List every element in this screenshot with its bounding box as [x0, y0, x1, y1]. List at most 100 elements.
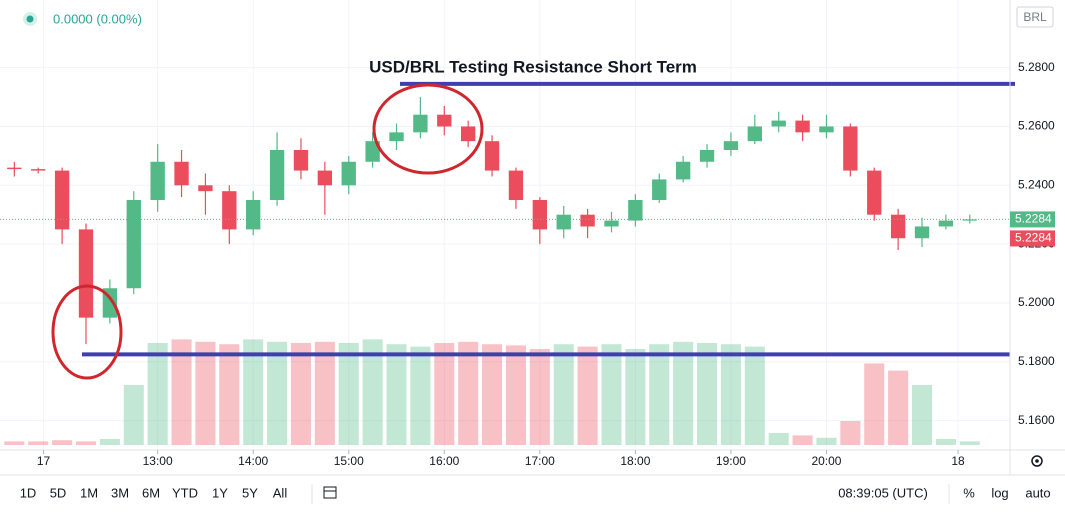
volume-bar [673, 341, 694, 445]
candle-body [604, 220, 619, 227]
volume-bar [290, 343, 311, 445]
candle-body [962, 219, 977, 221]
candle-body [819, 126, 834, 133]
volume-bar [649, 344, 670, 445]
scale-option[interactable]: % [963, 485, 975, 500]
price-tag-label: 5.2284 [1015, 231, 1052, 245]
range-button[interactable]: 1Y [212, 485, 228, 500]
candle-body [747, 126, 762, 142]
range-button[interactable]: All [273, 485, 288, 500]
price-tag [1010, 230, 1055, 247]
volume-bar [362, 339, 383, 445]
compare-icon[interactable] [323, 486, 337, 499]
candle-body [652, 179, 667, 200]
volume-bar [434, 343, 455, 445]
x-tick-label: 20:00 [811, 454, 841, 468]
volume-bar [768, 433, 789, 445]
x-tick-label: 15:00 [334, 454, 364, 468]
candle-body [341, 161, 356, 186]
range-button[interactable]: 1M [80, 485, 98, 500]
volume-bar [171, 339, 192, 445]
icon-part[interactable] [1031, 455, 1043, 467]
volume-bar [147, 343, 168, 445]
highlight-ellipse [372, 83, 484, 175]
volume-bar [625, 349, 646, 445]
range-button[interactable]: 5Y [242, 485, 258, 500]
volume-bar [553, 344, 574, 445]
volume-bar [577, 346, 598, 445]
volume-bar [529, 349, 550, 445]
range-button[interactable]: 6M [142, 485, 160, 500]
currency-box[interactable] [1016, 6, 1054, 28]
volume-bar [840, 421, 861, 445]
volume-bar [935, 439, 956, 445]
currency[interactable]: BRL [1023, 10, 1047, 24]
candle-body [365, 141, 380, 162]
scale-option[interactable]: auto [1025, 485, 1050, 500]
x-tick-label: 17:00 [525, 454, 555, 468]
candle-body [628, 200, 643, 221]
y-tick-label: 5.2000 [1018, 295, 1055, 309]
icon-part[interactable] [1035, 459, 1039, 463]
volume-bar [697, 343, 718, 445]
range-button[interactable]: YTD [172, 485, 198, 500]
x-tick-label: 14:00 [238, 454, 268, 468]
volume-bar [410, 346, 431, 445]
candle-body [484, 141, 500, 171]
candle-body [461, 126, 476, 142]
volume-bar [601, 344, 622, 445]
candle-layer [7, 97, 977, 345]
range-button[interactable]: 1D [20, 485, 37, 500]
clock: 08:39:05 (UTC) [838, 485, 928, 500]
candle-body [795, 120, 810, 133]
axes: 5.16005.18005.20005.22005.24005.26005.28… [37, 60, 1055, 468]
settings-icon[interactable] [1031, 455, 1043, 467]
volume-bar [816, 437, 837, 445]
candle-body [293, 150, 309, 171]
scale-option[interactable]: log [991, 485, 1008, 500]
volume-bar [52, 440, 73, 445]
volume-bar [243, 339, 264, 445]
candle-body [222, 191, 237, 230]
volume-bar [386, 344, 407, 445]
volume-bar [75, 441, 97, 445]
volume-bar [4, 441, 25, 445]
volume-bar [195, 341, 216, 445]
volume-bar [911, 385, 933, 445]
candle-body [580, 214, 595, 227]
candle-body [508, 170, 524, 200]
icon-part[interactable] [323, 486, 337, 499]
price-tag [1010, 211, 1055, 228]
volume-bar [888, 370, 909, 445]
change: 0.0000 (0.00%) [53, 11, 142, 26]
candle-body [413, 114, 428, 133]
volume-bar [219, 344, 240, 445]
y-tick-label: 5.2400 [1018, 177, 1055, 191]
candle-body [437, 114, 452, 127]
candle-body [54, 170, 70, 230]
candle-body [723, 141, 739, 150]
x-tick-label: 16:00 [429, 454, 459, 468]
candle-body [556, 214, 571, 230]
overlay [0, 81, 1015, 357]
candle-body [890, 214, 906, 239]
range-button[interactable]: 3M [111, 485, 129, 500]
range-button[interactable]: 5D [50, 485, 67, 500]
x-tick-label: 18:00 [620, 454, 650, 468]
y-tick-label: 5.1800 [1018, 354, 1055, 368]
volume-bar [458, 341, 479, 445]
candle-body [269, 150, 285, 200]
candle-body [126, 200, 141, 289]
volume-bar [267, 341, 288, 445]
toolbar: 1D 5D 1M 3M 6M YTD 1Y 5Y All% log auto [20, 485, 1051, 500]
volume-bar [505, 345, 526, 445]
annotation-title: USD/BRL Testing Resistance Short Term [369, 57, 697, 76]
x-tick-label: 19:00 [716, 454, 746, 468]
volume-bar [28, 441, 49, 445]
volume-bar [123, 385, 144, 445]
candle-body [389, 132, 404, 142]
y-tick-label: 5.2600 [1018, 119, 1055, 133]
candle-body [246, 200, 261, 230]
price-tag-label: 5.2284 [1015, 212, 1052, 226]
